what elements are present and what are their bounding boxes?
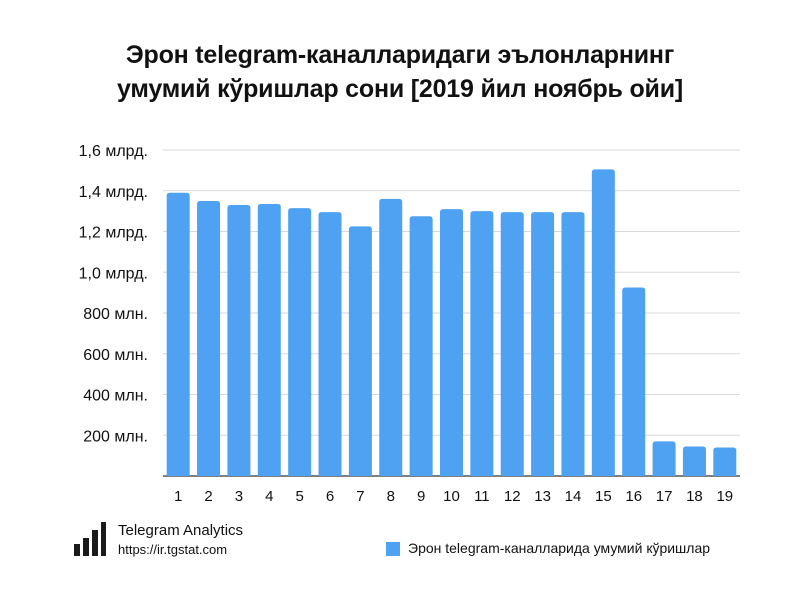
y-tick-label: 400 млн.	[83, 388, 148, 405]
legend-label: Эрон telegram-каналларида умумий кўришла…	[408, 540, 711, 556]
x-tick-label: 8	[387, 488, 395, 505]
chart-title: Эрон telegram-каналларидаги эълонларнинг…	[0, 38, 800, 106]
bar	[470, 211, 494, 476]
bar	[348, 226, 372, 476]
bar	[561, 212, 585, 477]
x-tick-label: 18	[686, 488, 703, 505]
bar	[379, 198, 403, 476]
brand-name: Telegram Analytics	[118, 522, 244, 539]
bar	[500, 212, 524, 477]
x-tick-label: 16	[625, 488, 642, 505]
bar	[166, 192, 190, 476]
bar	[227, 205, 251, 476]
x-tick-label: 9	[417, 488, 425, 505]
x-tick-label: 5	[295, 488, 303, 505]
x-tick-label: 19	[716, 488, 733, 505]
bar	[288, 208, 312, 476]
x-tick-label: 7	[356, 488, 364, 505]
bar	[440, 209, 463, 476]
y-tick-label: 800 млн.	[83, 306, 148, 323]
y-tick-label: 1,2 млрд.	[79, 225, 148, 242]
x-tick-label: 15	[595, 488, 612, 505]
x-tick-label: 12	[504, 488, 521, 505]
x-tick-label: 11	[474, 488, 490, 505]
bar	[197, 200, 221, 476]
x-tick-label: 3	[235, 488, 243, 505]
bar	[318, 212, 342, 477]
x-tick-label: 14	[565, 488, 582, 505]
bar	[591, 169, 615, 476]
x-tick-label: 2	[204, 488, 212, 505]
x-tick-label: 6	[326, 488, 334, 505]
chart-title-line-2: умумий кўришлар сони [2019 йил ноябрь ой…	[116, 75, 683, 103]
y-tick-label: 1,4 млрд.	[79, 184, 148, 201]
y-tick-label: 1,0 млрд.	[79, 265, 148, 282]
y-tick-label: 1,6 млрд.	[79, 143, 148, 160]
bar	[622, 287, 646, 476]
bar	[652, 441, 676, 476]
y-tick-label: 200 млн.	[83, 428, 148, 445]
bar	[682, 446, 706, 476]
x-tick-label: 13	[534, 488, 551, 505]
y-tick-label: 600 млн.	[83, 347, 148, 364]
x-tick-label: 10	[443, 488, 460, 505]
bar	[713, 447, 737, 476]
x-tick-label: 4	[265, 488, 273, 505]
chart-title-line-1: Эрон telegram-каналларидаги эълонларнинг	[125, 41, 675, 69]
x-tick-label: 1	[174, 488, 182, 505]
bar	[409, 216, 433, 476]
x-tick-label: 17	[656, 488, 673, 505]
legend-swatch	[386, 542, 400, 556]
bar	[257, 203, 281, 476]
brand-block: Telegram Analytics https://ir.tgstat.com	[74, 520, 294, 560]
brand-url: https://ir.tgstat.com	[118, 542, 228, 557]
bar-chart-logo-icon	[74, 522, 106, 556]
bar	[531, 212, 555, 477]
